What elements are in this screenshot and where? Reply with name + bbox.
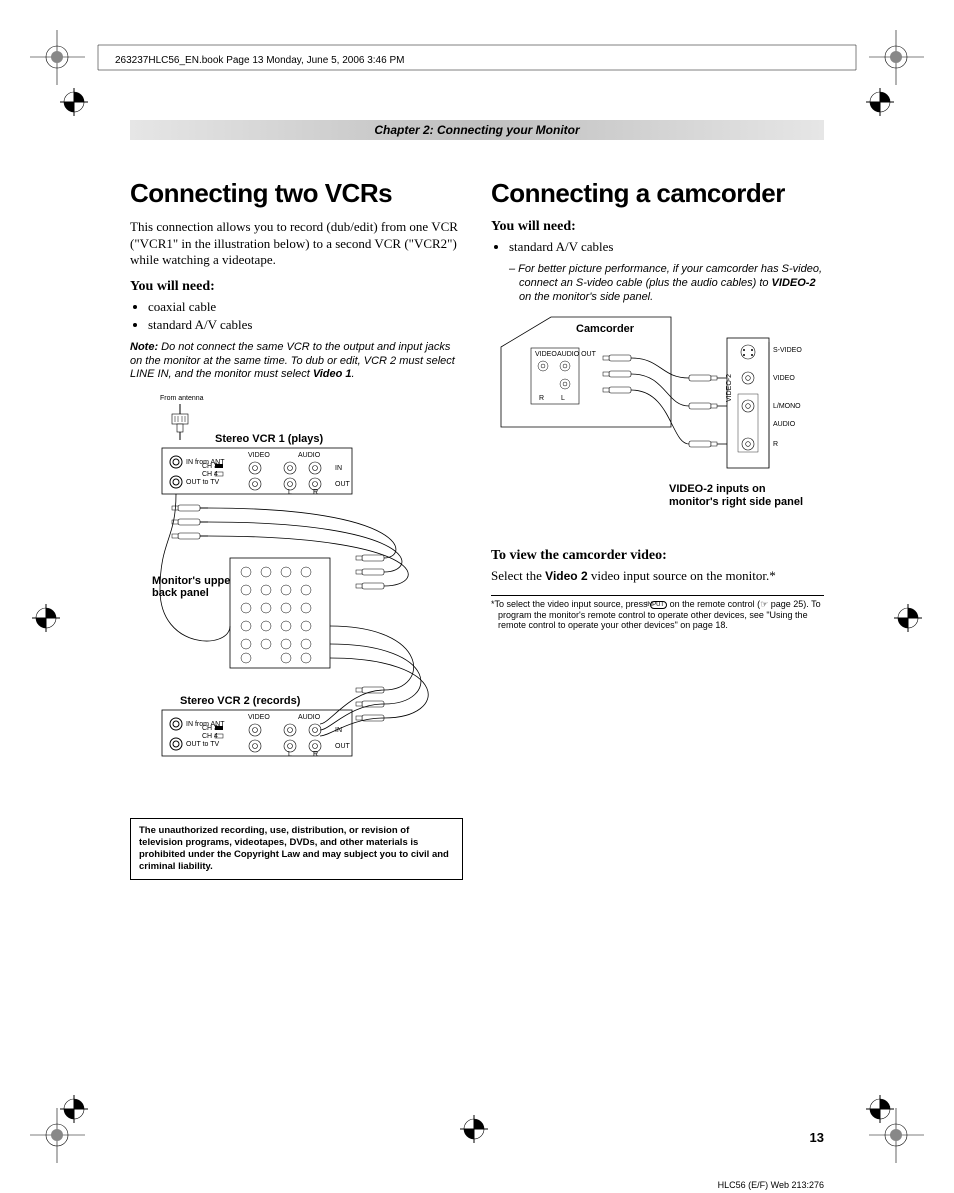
reg-mark-r (894, 604, 922, 632)
to-view-bold: Video 2 (545, 569, 587, 583)
need-item: coaxial cable (148, 299, 463, 315)
crop-mark-tl (30, 30, 85, 85)
heading-camcorder: Connecting a camcorder (491, 178, 824, 209)
panel-caption-2: monitor's right side panel (669, 496, 803, 508)
svg-text:CH 4: CH 4 (202, 733, 218, 740)
vcr1-label: Stereo VCR 1 (plays) (215, 433, 324, 445)
reg-mark-b2 (866, 1095, 894, 1123)
chapter-bar: Chapter 2: Connecting your Monitor (130, 120, 824, 140)
svg-text:L: L (288, 489, 292, 496)
svg-text:VIDEO-2: VIDEO-2 (726, 374, 733, 402)
svg-text:VIDEO: VIDEO (535, 351, 557, 358)
svg-text:R: R (539, 395, 544, 402)
left-column: Connecting two VCRs This connection allo… (130, 178, 463, 880)
note-prefix: Note: (130, 341, 158, 353)
svideo-note: – For better picture performance, if you… (509, 263, 824, 304)
svg-text:VIDEO: VIDEO (773, 375, 795, 382)
footnote: *To select the video input source, press… (491, 595, 824, 631)
need-label-left: You will need: (130, 279, 463, 295)
svg-text:L: L (288, 751, 292, 758)
svg-text:L/MONO: L/MONO (773, 403, 801, 410)
camcorder-label: Camcorder (576, 323, 635, 335)
needs-list-right: standard A/V cables (491, 239, 824, 255)
svg-text:L: L (561, 395, 565, 402)
svg-text:AUDIO: AUDIO (298, 714, 321, 721)
svg-text:IN: IN (335, 465, 342, 472)
svg-text:R: R (313, 489, 318, 496)
need-label-right: You will need: (491, 219, 824, 235)
page-content: Chapter 2: Connecting your Monitor Conne… (130, 120, 824, 880)
svg-text:R: R (313, 751, 318, 758)
to-view-pre: Select the (491, 568, 545, 583)
svg-text:CH 4: CH 4 (202, 471, 218, 478)
input-button-icon: INPUT (650, 601, 667, 609)
vcr-diagram: From antenna Stereo VCR 1 (plays) IN fro… (130, 390, 463, 810)
to-view-body: Select the Video 2 video input source on… (491, 568, 824, 585)
running-head: 263237HLC56_EN.book Page 13 Monday, June… (115, 55, 404, 66)
panel-caption-1: VIDEO-2 inputs on (669, 483, 766, 495)
note-suffix: . (352, 368, 355, 380)
svideo-note-bold: VIDEO-2 (772, 277, 816, 289)
svg-text:OUT to TV: OUT to TV (186, 741, 220, 748)
camcorder-diagram: Camcorder VIDEO AUDIO OUT L R (491, 312, 824, 542)
intro-two-vcrs: This connection allows you to record (du… (130, 219, 463, 269)
svideo-note-suffix: on the monitor's side panel. (519, 291, 653, 303)
reg-mark-t2 (866, 88, 894, 116)
reg-mark-bc (460, 1115, 488, 1143)
to-view-label: To view the camcorder video: (491, 548, 824, 564)
svg-text:R: R (773, 441, 778, 448)
right-column: Connecting a camcorder You will need: st… (491, 178, 824, 880)
reg-mark-l (32, 604, 60, 632)
svg-text:AUDIO: AUDIO (773, 421, 796, 428)
note-bold: Video 1 (313, 368, 352, 380)
crop-mark-tr (869, 30, 924, 85)
to-view-post: video input source on the monitor.* (588, 568, 776, 583)
page-number: 13 (810, 1130, 824, 1145)
heading-two-vcrs: Connecting two VCRs (130, 178, 463, 209)
need-item: standard A/V cables (509, 239, 824, 255)
needs-list-left: coaxial cable standard A/V cables (130, 299, 463, 333)
svg-text:OUT to TV: OUT to TV (186, 479, 220, 486)
reg-mark-b1 (60, 1095, 88, 1123)
vcr2-label: Stereo VCR 2 (records) (180, 695, 301, 707)
footer-code: HLC56 (E/F) Web 213:276 (718, 1180, 824, 1190)
note-body: Do not connect the same VCR to the outpu… (130, 341, 455, 381)
from-antenna-label: From antenna (160, 395, 204, 402)
svg-text:AUDIO OUT: AUDIO OUT (557, 351, 597, 358)
svg-text:S-VIDEO: S-VIDEO (773, 347, 802, 354)
monitor-label-1: Monitor's upper (152, 575, 235, 587)
svg-text:AUDIO: AUDIO (298, 452, 321, 459)
svg-text:CH 3: CH 3 (202, 463, 218, 470)
copyright-warning: The unauthorized recording, use, distrib… (130, 818, 463, 880)
svg-text:CH 3: CH 3 (202, 725, 218, 732)
svg-text:VIDEO: VIDEO (248, 452, 270, 459)
svg-text:VIDEO: VIDEO (248, 714, 270, 721)
footnote-pre: *To select the video input source, press (491, 599, 650, 609)
reg-mark-t1 (60, 88, 88, 116)
need-item: standard A/V cables (148, 317, 463, 333)
svg-text:OUT: OUT (335, 481, 351, 488)
note-left: Note: Do not connect the same VCR to the… (130, 341, 463, 382)
svg-text:OUT: OUT (335, 743, 351, 750)
